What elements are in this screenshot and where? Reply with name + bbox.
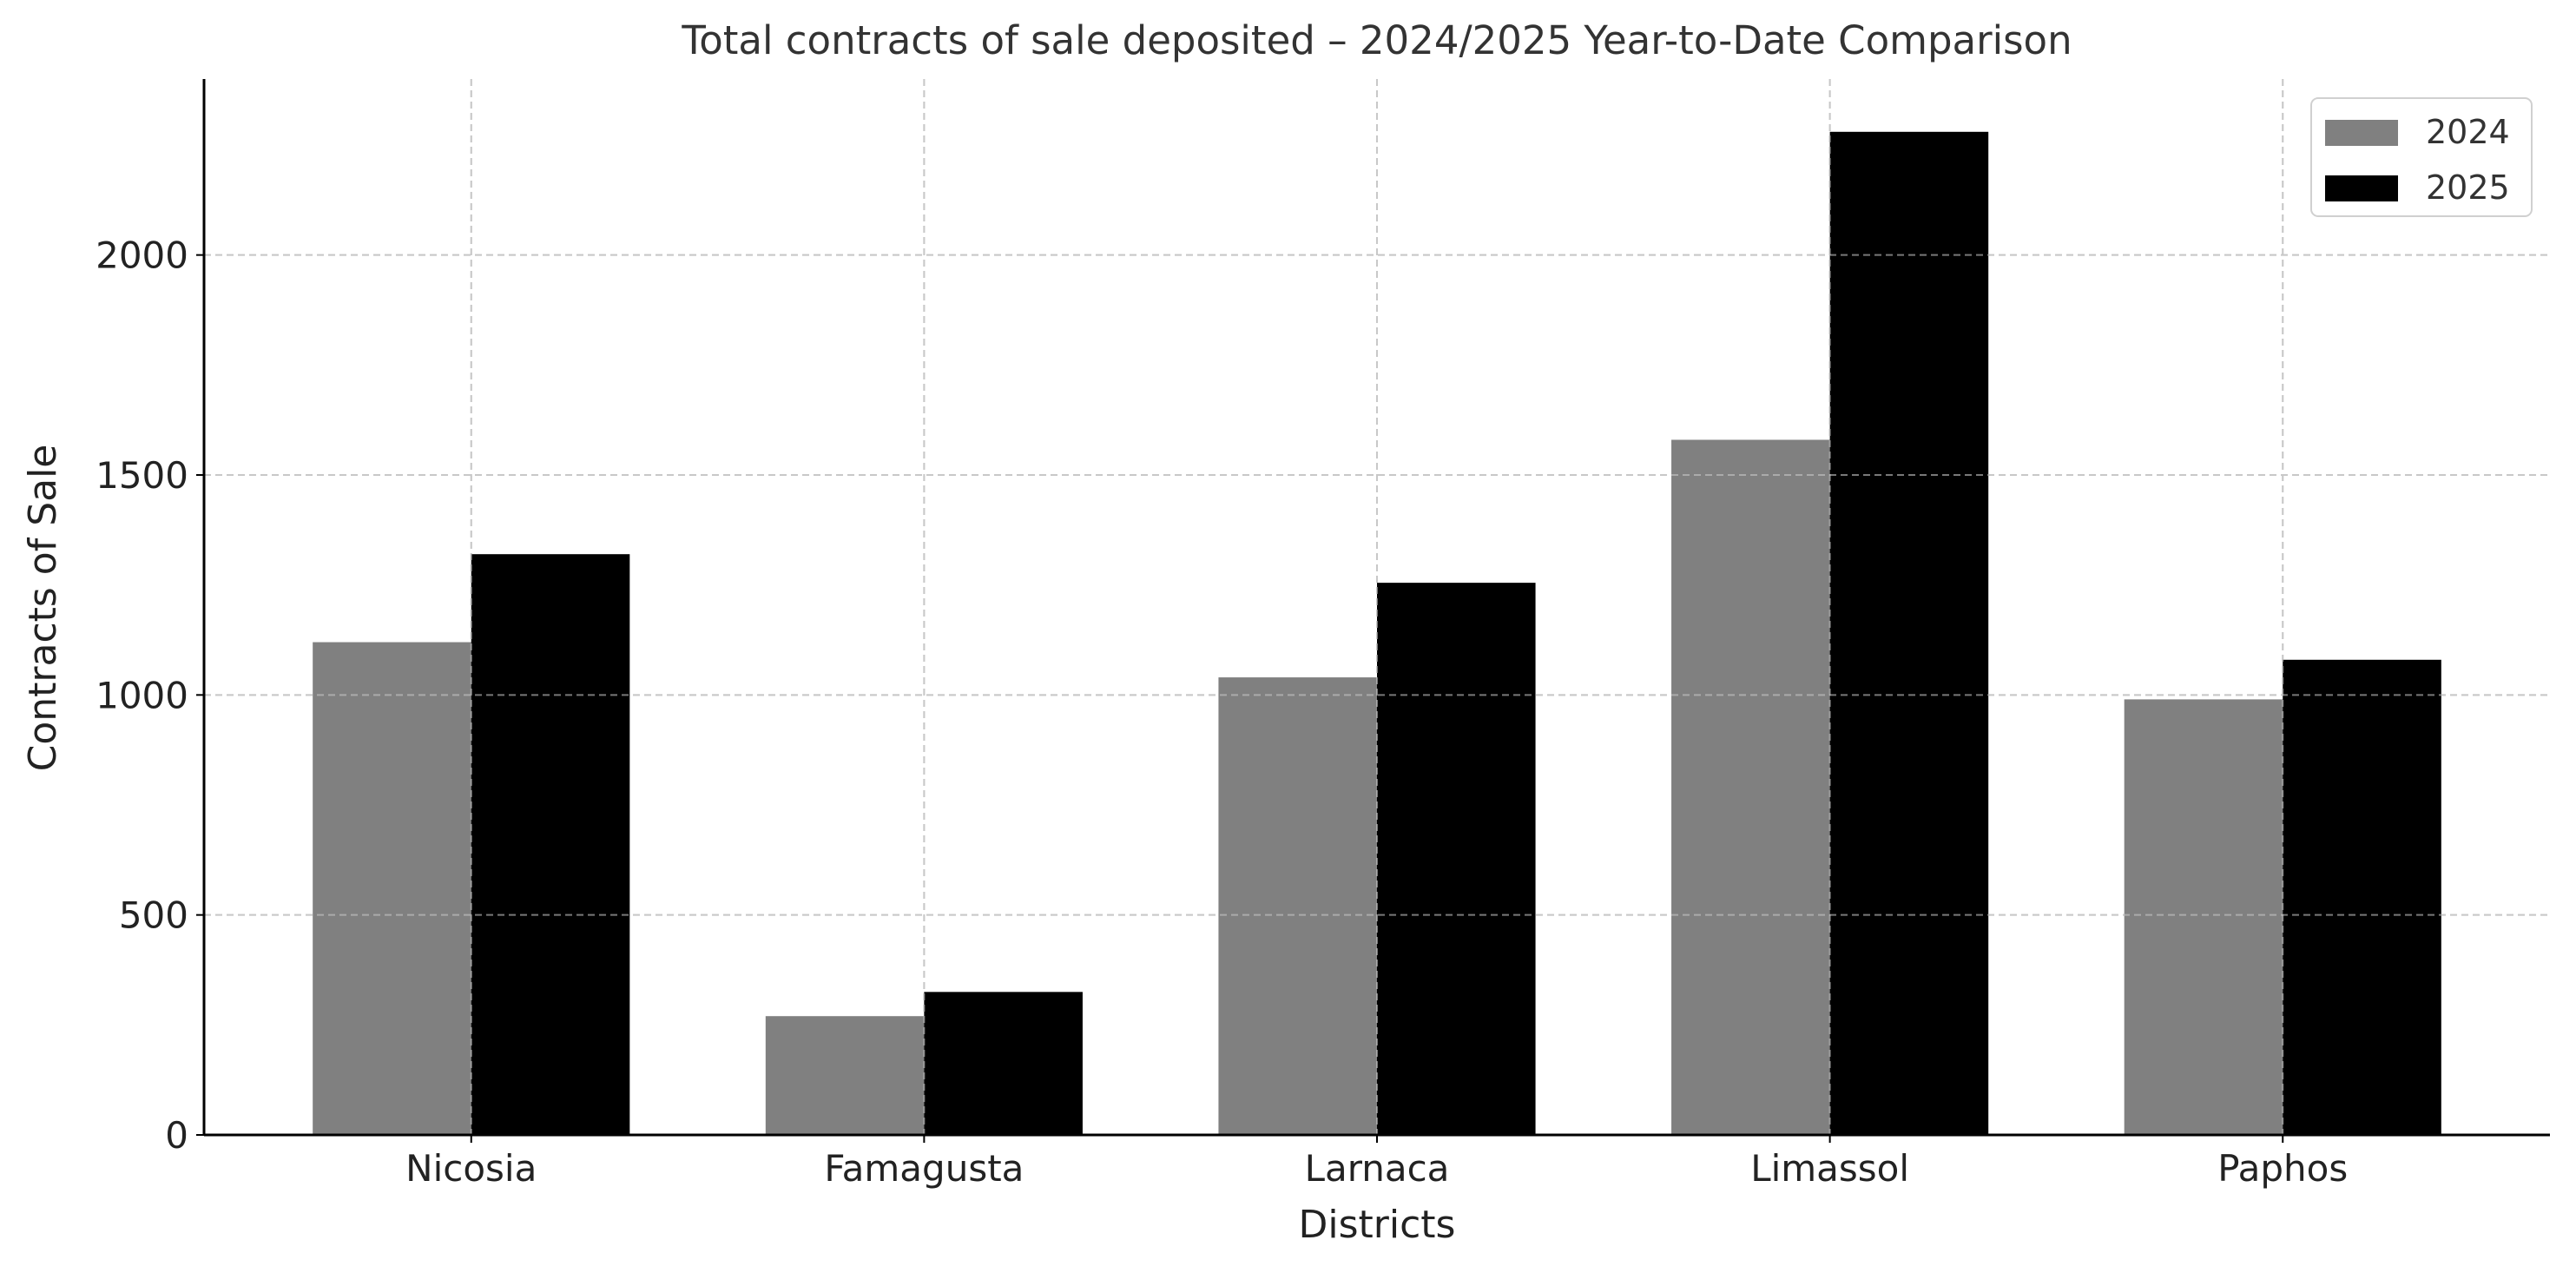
bar-2024-famagusta — [765, 1016, 925, 1135]
x-tick-labels: Nicosia Famagusta Larnaca Limassol Paphos — [405, 1147, 2348, 1190]
bar-2024-limassol — [1671, 439, 1830, 1135]
y-tick-label: 1500 — [96, 454, 188, 497]
x-tick-label: Paphos — [2217, 1147, 2348, 1190]
bar-2024-nicosia — [313, 642, 471, 1135]
y-tick-label: 500 — [119, 894, 188, 937]
chart-title: Total contracts of sale deposited – 2024… — [681, 17, 2072, 63]
y-tick-label: 0 — [165, 1114, 188, 1157]
legend-swatch-2024 — [2325, 120, 2398, 146]
x-tick-label: Larnaca — [1305, 1147, 1450, 1190]
x-tick-label: Nicosia — [405, 1147, 537, 1190]
legend-swatch-2025 — [2325, 175, 2398, 201]
bars — [204, 79, 2550, 1136]
bar-2025-limassol — [1829, 131, 1989, 1135]
x-axis-label: Districts — [1299, 1203, 1456, 1247]
axes — [196, 79, 2550, 1143]
legend-label-2024: 2024 — [2426, 113, 2510, 151]
y-tick-label: 2000 — [96, 234, 188, 277]
bar-2025-famagusta — [924, 992, 1083, 1135]
x-tick-label: Limassol — [1750, 1147, 1909, 1190]
y-axis-label: Contracts of Sale — [21, 445, 65, 772]
y-tick-label: 1000 — [96, 674, 188, 716]
bar-2024-paphos — [2124, 699, 2283, 1135]
bar-2025-larnaca — [1377, 583, 1536, 1135]
y-tick-labels: 0 500 1000 1500 2000 — [96, 234, 188, 1157]
legend: 2024 2025 — [2310, 97, 2533, 217]
x-tick-label: Famagusta — [824, 1147, 1024, 1190]
legend-label-2025: 2025 — [2426, 168, 2510, 207]
bar-2025-nicosia — [471, 554, 630, 1135]
bar-2024-larnaca — [1218, 677, 1377, 1135]
bar-2025-paphos — [2283, 659, 2441, 1135]
